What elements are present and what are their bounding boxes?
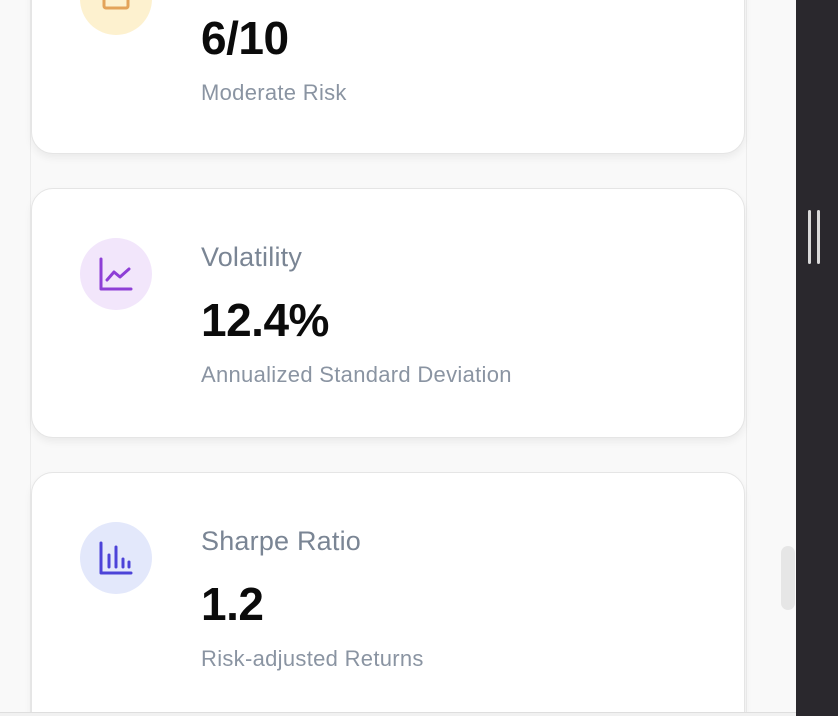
scroll-viewport[interactable]: 6/10 Moderate Risk Volatility 12.4% Annu… (0, 0, 796, 716)
resize-handle-bar (808, 210, 811, 264)
bottom-edge (0, 712, 796, 716)
risk-score-subtitle: Moderate Risk (201, 80, 347, 105)
portfolio-icon (102, 0, 130, 10)
resize-handle-bar (817, 210, 820, 264)
risk-score-icon-badge (80, 0, 152, 35)
volatility-subtitle: Annualized Standard Deviation (201, 362, 512, 387)
resize-handle-icon[interactable] (808, 210, 820, 264)
volatility-icon-badge (80, 238, 152, 310)
sharpe-ratio-label: Sharpe Ratio (201, 526, 361, 556)
risk-score-value: 6/10 (201, 12, 289, 64)
volatility-value: 12.4% (201, 294, 329, 346)
risk-score-card: 6/10 Moderate Risk (31, 0, 745, 154)
line-chart-icon (99, 257, 133, 291)
sharpe-ratio-subtitle: Risk-adjusted Returns (201, 646, 424, 671)
volatility-label: Volatility (201, 242, 303, 272)
sharpe-ratio-card: Sharpe Ratio 1.2 Risk-adjusted Returns (31, 472, 745, 716)
side-panel (796, 0, 838, 716)
content-divider-left (30, 0, 31, 716)
sharpe-ratio-icon-badge (80, 522, 152, 594)
volatility-card: Volatility 12.4% Annualized Standard Dev… (31, 188, 745, 438)
vertical-scrollbar-thumb[interactable] (781, 546, 795, 610)
sharpe-ratio-value: 1.2 (201, 578, 264, 630)
bar-chart-icon (99, 541, 133, 575)
content-divider-right (746, 0, 747, 716)
